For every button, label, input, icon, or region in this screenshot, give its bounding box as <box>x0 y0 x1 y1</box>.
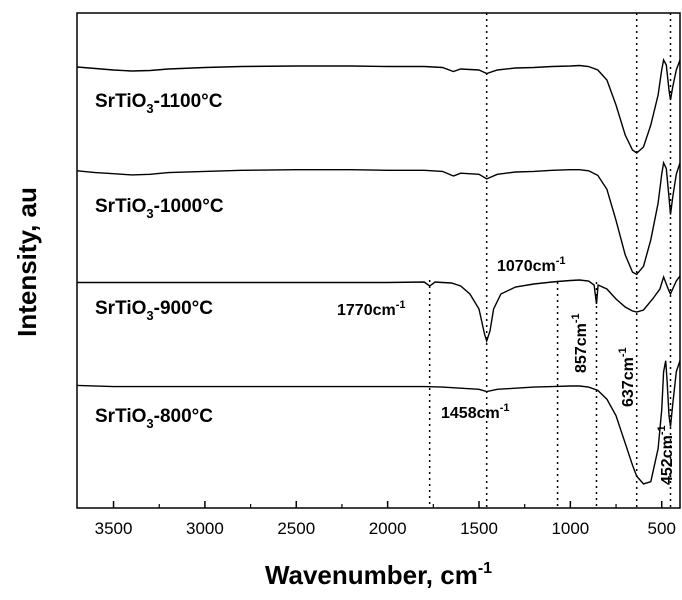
x-axis-ticks: 3500 3000 2500 2000 1500 1000 500 <box>95 501 676 538</box>
series-label-2: SrTiO3-900°C <box>95 298 213 323</box>
x-tick-label: 3000 <box>186 519 224 538</box>
annotation-637: 637cm-1 <box>617 347 637 407</box>
annotation-1770: 1770cm-1 <box>337 299 406 319</box>
series-label-3: SrTiO3-800°C <box>95 406 213 431</box>
x-axis-title-text: Wavenumber, cm <box>265 560 478 590</box>
series-labels: SrTiO3-1100°C SrTiO3-1000°C SrTiO3-900°C Sr… <box>95 91 224 431</box>
x-tick-label: 1500 <box>460 519 498 538</box>
series-layer <box>76 57 681 485</box>
x-tick-label: 1000 <box>551 519 589 538</box>
annotation-857: 857cm-1 <box>570 313 590 373</box>
annotation-1070: 1070cm-1 <box>497 255 566 275</box>
x-tick-label: 2500 <box>277 519 315 538</box>
x-tick-label: 500 <box>648 519 676 538</box>
x-tick-label: 3500 <box>95 519 133 538</box>
plot-frame <box>76 12 681 509</box>
x-axis-title-superscript: -1 <box>478 560 492 577</box>
series-line-3 <box>76 360 681 485</box>
reference-lines <box>428 13 672 508</box>
series-line-0 <box>76 57 681 154</box>
y-axis-title: Intensity, au <box>12 187 42 337</box>
series-label-0: SrTiO3-1100°C <box>95 91 223 116</box>
peak-annotations: 1770cm-1 1458cm-1 1070cm-1 857cm-1 637cm-1 45… <box>337 255 676 485</box>
annotation-1458: 1458cm-1 <box>441 402 510 422</box>
series-line-2 <box>77 274 681 344</box>
x-tick-label: 2000 <box>369 519 407 538</box>
series-label-1: SrTiO3-1000°C <box>95 196 224 221</box>
series-line-1 <box>76 160 681 276</box>
x-axis-title: Wavenumber, cm-1 <box>265 560 492 590</box>
annotation-452: 452cm-1 <box>656 425 676 485</box>
